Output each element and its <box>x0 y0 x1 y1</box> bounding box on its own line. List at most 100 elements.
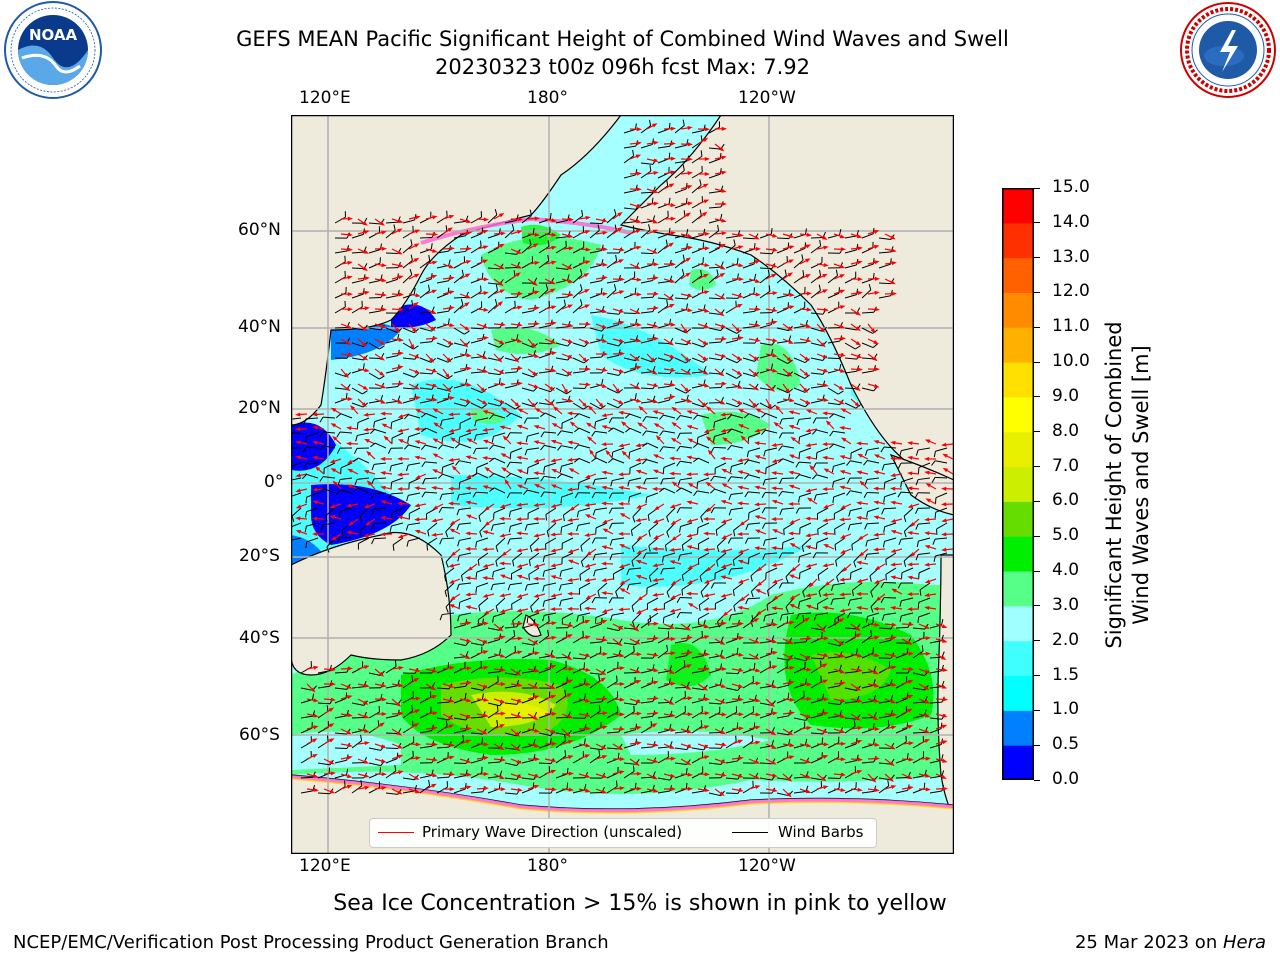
footer-credit: NCEP/EMC/Verification Post Processing Pr… <box>13 932 609 953</box>
wave-direction-arrow <box>646 170 659 176</box>
wave-direction-arrow <box>765 353 778 358</box>
wind-barb <box>864 477 880 486</box>
wave-direction-arrow <box>527 338 536 349</box>
wave-direction-arrow <box>737 470 750 475</box>
wave-direction-arrow <box>925 483 937 490</box>
wave-direction-arrow <box>680 323 688 334</box>
colorbar-tick-label: 1.0 <box>1052 699 1080 720</box>
wave-direction-arrow <box>754 469 767 475</box>
wave-direction-arrow <box>850 353 863 359</box>
wind-barb <box>474 417 489 427</box>
wind-barb-legend-label: Wind Barbs <box>778 823 864 841</box>
wave-direction-arrow <box>629 398 642 403</box>
wind-barb <box>589 224 600 239</box>
wind-barb <box>491 432 506 443</box>
wind-barb <box>606 254 618 269</box>
wave-direction-arrow <box>618 410 631 415</box>
wave-direction-arrow <box>799 258 811 265</box>
wind-barb <box>470 285 482 299</box>
wave-direction-arrow <box>476 277 489 282</box>
wind-barb <box>606 284 617 299</box>
wind-barb <box>744 491 761 498</box>
colorbar-swatch <box>1002 362 1034 398</box>
wave-direction-arrow <box>544 245 557 250</box>
wind-barb <box>470 211 482 224</box>
colorbar-tick-mark <box>1034 466 1040 468</box>
wind-barb <box>351 274 366 284</box>
wave-direction-arrow <box>697 231 710 236</box>
colorbar-swatch <box>1002 605 1034 642</box>
colorbar-tick-label: 3.0 <box>1052 594 1080 615</box>
wind-barb <box>540 491 557 498</box>
wave-direction-arrow <box>663 183 675 190</box>
wind-barb <box>458 477 472 489</box>
colorbar-swatch <box>1002 327 1034 363</box>
wind-barb <box>931 460 948 466</box>
colorbar-swatch <box>1002 536 1034 572</box>
wave-direction-arrow <box>703 472 716 477</box>
wind-barb <box>897 491 914 498</box>
wave-direction-arrow <box>714 143 725 152</box>
wind-barb <box>844 402 861 409</box>
wind-barb <box>370 492 387 499</box>
wind-barb <box>759 285 771 299</box>
wind-barb <box>610 477 625 487</box>
wave-direction-arrow <box>629 292 642 297</box>
wave-direction-arrow <box>346 426 359 431</box>
wave-direction-arrow <box>357 248 370 254</box>
wind-barb <box>778 445 795 451</box>
colorbar-tick-label: 9.0 <box>1052 385 1080 406</box>
wave-direction-arrow <box>516 424 529 430</box>
wave-direction-arrow <box>584 485 597 490</box>
wave-direction-arrow <box>765 273 777 280</box>
wave-direction-arrow <box>646 306 659 311</box>
wave-direction-arrow <box>652 410 665 415</box>
wind-barb <box>744 474 761 480</box>
wind-barb <box>408 477 421 490</box>
wind-barb <box>759 269 770 284</box>
wave-direction-arrow <box>754 428 767 433</box>
wind-barb <box>388 492 404 500</box>
wind-barb <box>776 393 791 404</box>
wind-barb <box>487 299 498 314</box>
wind-barb <box>761 412 778 419</box>
wind-barb <box>708 261 724 269</box>
wave-direction-arrow <box>425 336 438 341</box>
wave-direction-arrow <box>638 405 648 415</box>
wind-barb <box>487 284 498 299</box>
wind-barb <box>693 443 710 449</box>
wave-direction-arrow <box>550 439 563 445</box>
wave-direction-arrow <box>578 260 591 265</box>
wave-direction-arrow <box>340 292 353 297</box>
wind-barb <box>421 412 438 419</box>
wind-barb <box>456 492 472 501</box>
wave-direction-arrow <box>629 245 642 250</box>
wind-barb <box>521 349 536 359</box>
colorbar-label-line1: Significant Height of Combined <box>1102 321 1126 649</box>
wind-barb <box>725 273 739 284</box>
wave-direction-arrow <box>867 367 880 372</box>
wind-barb <box>353 487 370 494</box>
wave-direction-arrow <box>833 336 846 341</box>
wave-direction-arrow <box>714 170 727 175</box>
wave-direction-arrow <box>629 187 642 192</box>
wind-barb <box>301 473 319 480</box>
wave-direction-arrow <box>561 217 574 222</box>
wave-direction-arrow <box>646 353 656 363</box>
wind-barb <box>419 254 431 269</box>
wind-barb <box>470 333 485 344</box>
colorbar-tick-mark <box>1034 500 1040 502</box>
wave-direction-arrow <box>850 291 863 296</box>
wind-barb <box>708 121 721 134</box>
wave-direction-arrow <box>601 413 614 418</box>
wind-barb <box>334 392 348 404</box>
wind-barb <box>659 430 676 436</box>
wind-barb <box>606 349 621 359</box>
wave-direction-arrow <box>442 214 455 220</box>
wind-barb <box>438 444 455 450</box>
wave-direction-arrow <box>714 243 726 250</box>
wave-direction-arrow <box>737 485 750 490</box>
wave-direction-arrow <box>669 456 682 461</box>
wave-direction-arrow <box>629 171 642 176</box>
wave-direction-arrow <box>493 338 505 345</box>
